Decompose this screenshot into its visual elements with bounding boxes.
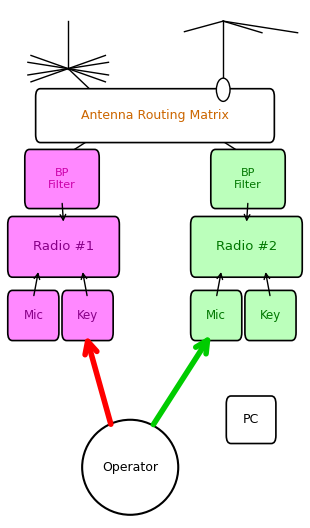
FancyBboxPatch shape <box>191 290 242 341</box>
FancyBboxPatch shape <box>245 290 296 341</box>
Text: Radio #2: Radio #2 <box>216 240 277 253</box>
Circle shape <box>216 78 230 101</box>
Text: Mic: Mic <box>23 309 43 322</box>
Text: BP
Filter: BP Filter <box>234 168 262 190</box>
FancyBboxPatch shape <box>226 396 276 444</box>
FancyBboxPatch shape <box>62 290 113 341</box>
FancyBboxPatch shape <box>36 89 274 143</box>
Text: Key: Key <box>77 309 98 322</box>
Text: Key: Key <box>260 309 281 322</box>
FancyBboxPatch shape <box>211 149 285 209</box>
FancyBboxPatch shape <box>8 216 119 277</box>
Text: PC: PC <box>243 413 259 426</box>
FancyBboxPatch shape <box>8 290 59 341</box>
FancyBboxPatch shape <box>25 149 99 209</box>
Text: BP
Filter: BP Filter <box>48 168 76 190</box>
Ellipse shape <box>82 420 178 515</box>
Text: Operator: Operator <box>102 461 158 474</box>
Text: Mic: Mic <box>206 309 226 322</box>
FancyBboxPatch shape <box>191 216 302 277</box>
Text: Radio #1: Radio #1 <box>33 240 94 253</box>
Text: Antenna Routing Matrix: Antenna Routing Matrix <box>81 109 229 122</box>
